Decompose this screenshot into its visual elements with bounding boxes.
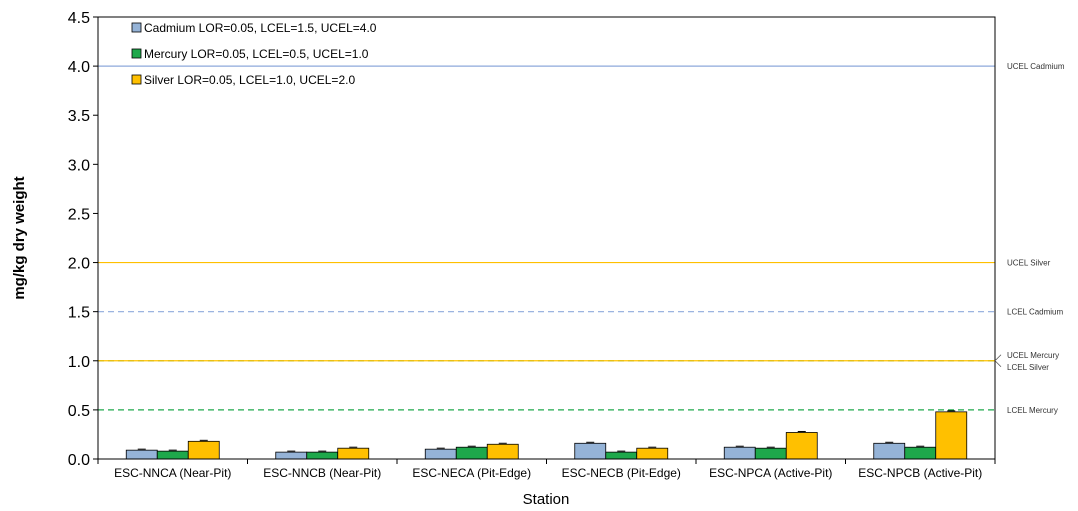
legend: Cadmium LOR=0.05, LCEL=1.5, UCEL=4.0 Merc… [131, 21, 377, 87]
reference-line-labels: UCEL Cadmium UCEL Silver LCEL Cadmium UCEL … [994, 62, 1065, 415]
y-tick-label: 3.0 [68, 157, 90, 174]
reference-line-label: LCEL Cadmium [1007, 308, 1064, 317]
bar [935, 411, 968, 460]
bars [125, 410, 968, 460]
reference-line-label: UCEL Cadmium [1007, 62, 1065, 71]
x-category-label: ESC-NNCA (Near-Pit) [114, 466, 231, 480]
y-axis: 0.0 0.5 1.0 1.5 2.0 2.5 3.0 3.5 4.0 4.5 [68, 10, 98, 469]
legend-label: Cadmium LOR=0.05, LCEL=1.5, UCEL=4.0 [144, 21, 377, 35]
y-tick-label: 0.5 [68, 403, 90, 420]
reference-label-leader [994, 354, 1002, 362]
x-axis: ESC-NNCA (Near-Pit) ESC-NNCB (Near-Pit) ES… [97, 459, 996, 480]
bar [275, 451, 308, 460]
reference-line-label: UCEL Silver [1007, 259, 1051, 268]
bar [723, 446, 756, 460]
bar [187, 440, 220, 460]
x-category-label: ESC-NNCB (Near-Pit) [263, 466, 381, 480]
x-axis-title: Station [523, 491, 570, 508]
y-tick-label: 0.0 [68, 452, 90, 469]
reference-line-label: LCEL Mercury [1007, 406, 1058, 415]
y-tick-label: 4.0 [68, 59, 90, 76]
bar [156, 450, 189, 460]
legend-label: Mercury LOR=0.05, LCEL=0.5, UCEL=1.0 [144, 47, 369, 61]
bar [605, 451, 638, 460]
y-axis-title: mg/kg dry weight [11, 176, 28, 299]
bar [574, 442, 607, 460]
bar [904, 446, 937, 460]
bar [455, 446, 488, 460]
bar [486, 443, 519, 460]
y-tick-label: 1.5 [68, 305, 90, 322]
legend-swatch [131, 48, 142, 59]
y-tick-label: 3.5 [68, 108, 90, 125]
y-tick-label: 2.5 [68, 206, 90, 223]
reference-line-label: UCEL Mercury [1007, 351, 1059, 360]
x-category-label: ESC-NPCB (Active-Pit) [858, 466, 982, 480]
bar [636, 447, 669, 460]
bar [306, 451, 339, 460]
x-category-label: ESC-NECA (Pit-Edge) [412, 466, 531, 480]
y-tick-label: 4.5 [68, 10, 90, 27]
reference-line-label: LCEL Silver [1007, 363, 1049, 372]
bar [873, 442, 906, 460]
legend-swatch [131, 22, 142, 33]
bar [337, 447, 370, 460]
bar [424, 448, 457, 460]
bar [125, 449, 158, 460]
y-tick-label: 2.0 [68, 256, 90, 273]
legend-label: Silver LOR=0.05, LCEL=1.0, UCEL=2.0 [144, 73, 355, 87]
reference-lines [98, 65, 995, 411]
x-category-label: ESC-NPCA (Active-Pit) [709, 466, 832, 480]
reference-label-leader [994, 360, 1002, 368]
legend-swatch [131, 74, 142, 85]
bar [754, 447, 787, 460]
y-tick-label: 1.0 [68, 354, 90, 371]
x-category-label: ESC-NECB (Pit-Edge) [562, 466, 681, 480]
bar [785, 432, 818, 460]
